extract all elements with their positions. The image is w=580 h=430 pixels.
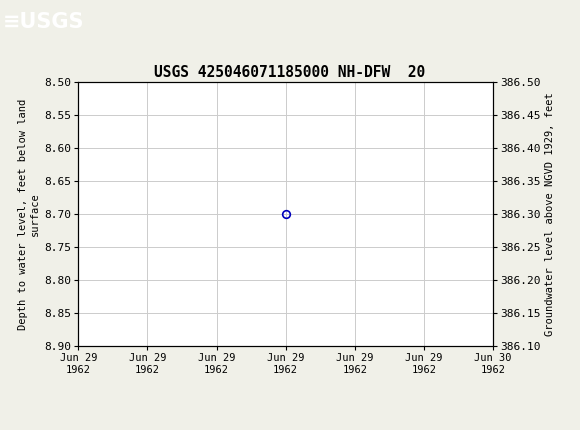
Y-axis label: Groundwater level above NGVD 1929, feet: Groundwater level above NGVD 1929, feet	[545, 92, 554, 336]
Y-axis label: Depth to water level, feet below land
surface: Depth to water level, feet below land su…	[18, 98, 40, 329]
Text: USGS 425046071185000 NH-DFW  20: USGS 425046071185000 NH-DFW 20	[154, 64, 426, 80]
Text: ≡USGS: ≡USGS	[3, 12, 85, 32]
